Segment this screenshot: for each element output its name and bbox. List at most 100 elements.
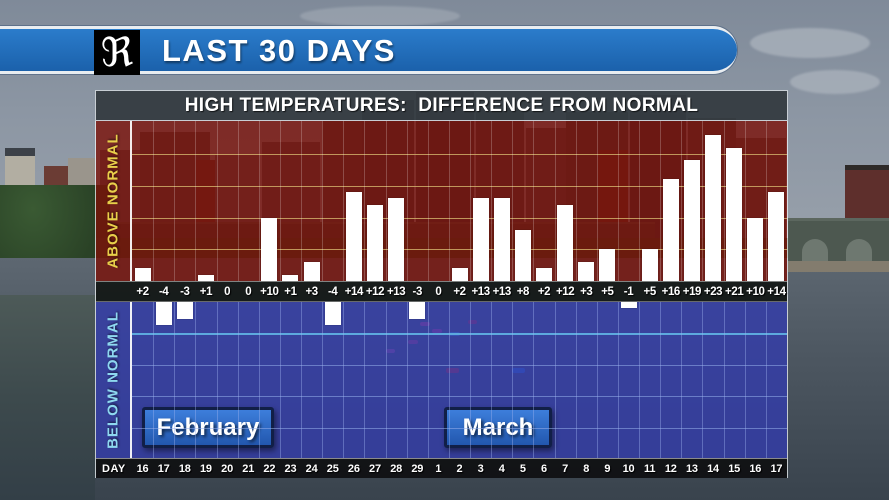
bar-day-29 <box>409 302 426 320</box>
bar-value-label: 0 <box>435 285 442 298</box>
day-tick-label: 11 <box>644 462 656 475</box>
column-line <box>723 302 725 458</box>
column-line <box>681 121 683 281</box>
column-line <box>195 121 197 281</box>
bar-value-label: -4 <box>328 285 338 298</box>
bar-day-17 <box>768 192 785 281</box>
column-line <box>575 121 577 281</box>
bar-day-17 <box>155 302 172 326</box>
column-line <box>427 302 429 458</box>
bar-value-label: -4 <box>158 285 169 298</box>
day-tick-label: 28 <box>390 462 403 475</box>
column-line <box>533 121 535 281</box>
bar-day-18 <box>176 302 193 320</box>
day-tick-label: 3 <box>477 462 484 475</box>
column-line <box>744 121 746 281</box>
day-tick-label: 5 <box>519 462 526 475</box>
gridline-below <box>132 428 787 429</box>
bar-day-26 <box>345 192 362 281</box>
column-line <box>448 121 450 281</box>
photo-cloud <box>750 28 870 58</box>
gridline-above-+10 <box>132 217 787 219</box>
column-line <box>744 302 746 458</box>
day-tick-label: 21 <box>242 462 255 475</box>
column-line <box>491 302 493 458</box>
column-line <box>554 302 556 458</box>
gridline-below <box>132 396 787 397</box>
bar-value-label: +2 <box>453 285 466 298</box>
day-tick-label: 12 <box>664 462 677 475</box>
bar-value-label: +14 <box>767 285 786 298</box>
bar-value-label: 0 <box>224 285 231 298</box>
bar-day-28 <box>388 198 405 281</box>
bar-value-label: +19 <box>682 285 702 298</box>
column-line <box>258 121 260 281</box>
photo-bridge-arch <box>802 239 828 261</box>
bar-value-label: +8 <box>516 285 530 298</box>
column-line <box>279 302 281 458</box>
day-tick-label: 22 <box>263 462 276 475</box>
photo-building <box>845 165 889 222</box>
bar-day-16 <box>134 268 151 281</box>
column-line <box>301 302 303 458</box>
bar-day-3 <box>472 198 489 281</box>
column-line <box>153 302 155 458</box>
y-axis-line <box>130 302 132 458</box>
column-line <box>491 121 493 281</box>
header-banner: ℜ LAST 30 DAYS <box>0 26 737 75</box>
gridline-below <box>132 333 787 335</box>
day-tick-label: 25 <box>326 462 339 475</box>
column-line <box>681 302 683 458</box>
day-tick-label: 29 <box>411 462 424 475</box>
day-tick-label: 17 <box>770 462 783 475</box>
day-tick-label: 23 <box>284 462 297 475</box>
column-line <box>385 121 387 281</box>
bar-value-label: +12 <box>365 285 385 298</box>
column-line <box>617 121 619 281</box>
column-line <box>406 302 408 458</box>
bar-day-15 <box>726 147 743 281</box>
bar-value-label: +1 <box>284 285 297 298</box>
bar-day-5 <box>514 230 531 281</box>
column-line <box>660 121 662 281</box>
column-line <box>174 121 176 281</box>
column-line <box>533 302 535 458</box>
chart-title-bar: HIGH TEMPERATURES: DIFFERENCE FROM NORMA… <box>95 90 788 121</box>
column-line <box>153 121 155 281</box>
column-line <box>322 121 324 281</box>
column-line <box>216 302 218 458</box>
photo-cloud <box>300 6 460 26</box>
gridline-above-+5 <box>132 249 787 251</box>
column-line <box>385 302 387 458</box>
bar-value-label: +13 <box>386 285 406 298</box>
column-line <box>427 121 429 281</box>
bar-value-label: +21 <box>725 285 744 298</box>
bar-day-25 <box>324 302 341 326</box>
column-line <box>617 302 619 458</box>
above-normal-area: ABOVE NORMAL <box>96 121 787 281</box>
day-tick-label: 24 <box>305 462 318 475</box>
day-tick-label: 14 <box>707 462 719 475</box>
below-normal-axis-label: BELOW NORMAL <box>104 311 122 449</box>
bar-day-7 <box>557 204 574 281</box>
bar-value-label: +5 <box>643 285 657 298</box>
station-logo: ℜ <box>94 30 140 75</box>
bar-value-label: +10 <box>746 285 765 298</box>
day-tick-label: 6 <box>541 462 547 475</box>
day-tick-label: 26 <box>347 462 360 475</box>
day-tick-label: 4 <box>498 462 505 475</box>
bar-day-22 <box>261 217 278 281</box>
bar-day-8 <box>578 261 595 281</box>
bar-value-label: +2 <box>136 285 149 298</box>
column-line <box>554 121 556 281</box>
bar-day-24 <box>303 261 320 281</box>
blackletter-r-icon: ℜ <box>100 29 134 76</box>
column-line <box>406 121 408 281</box>
day-tick-label: 16 <box>749 462 762 475</box>
column-line <box>470 121 472 281</box>
bar-value-label: -3 <box>180 285 190 298</box>
column-line <box>702 121 704 281</box>
column-line <box>596 121 598 281</box>
column-line <box>765 302 767 458</box>
column-line <box>343 302 345 458</box>
